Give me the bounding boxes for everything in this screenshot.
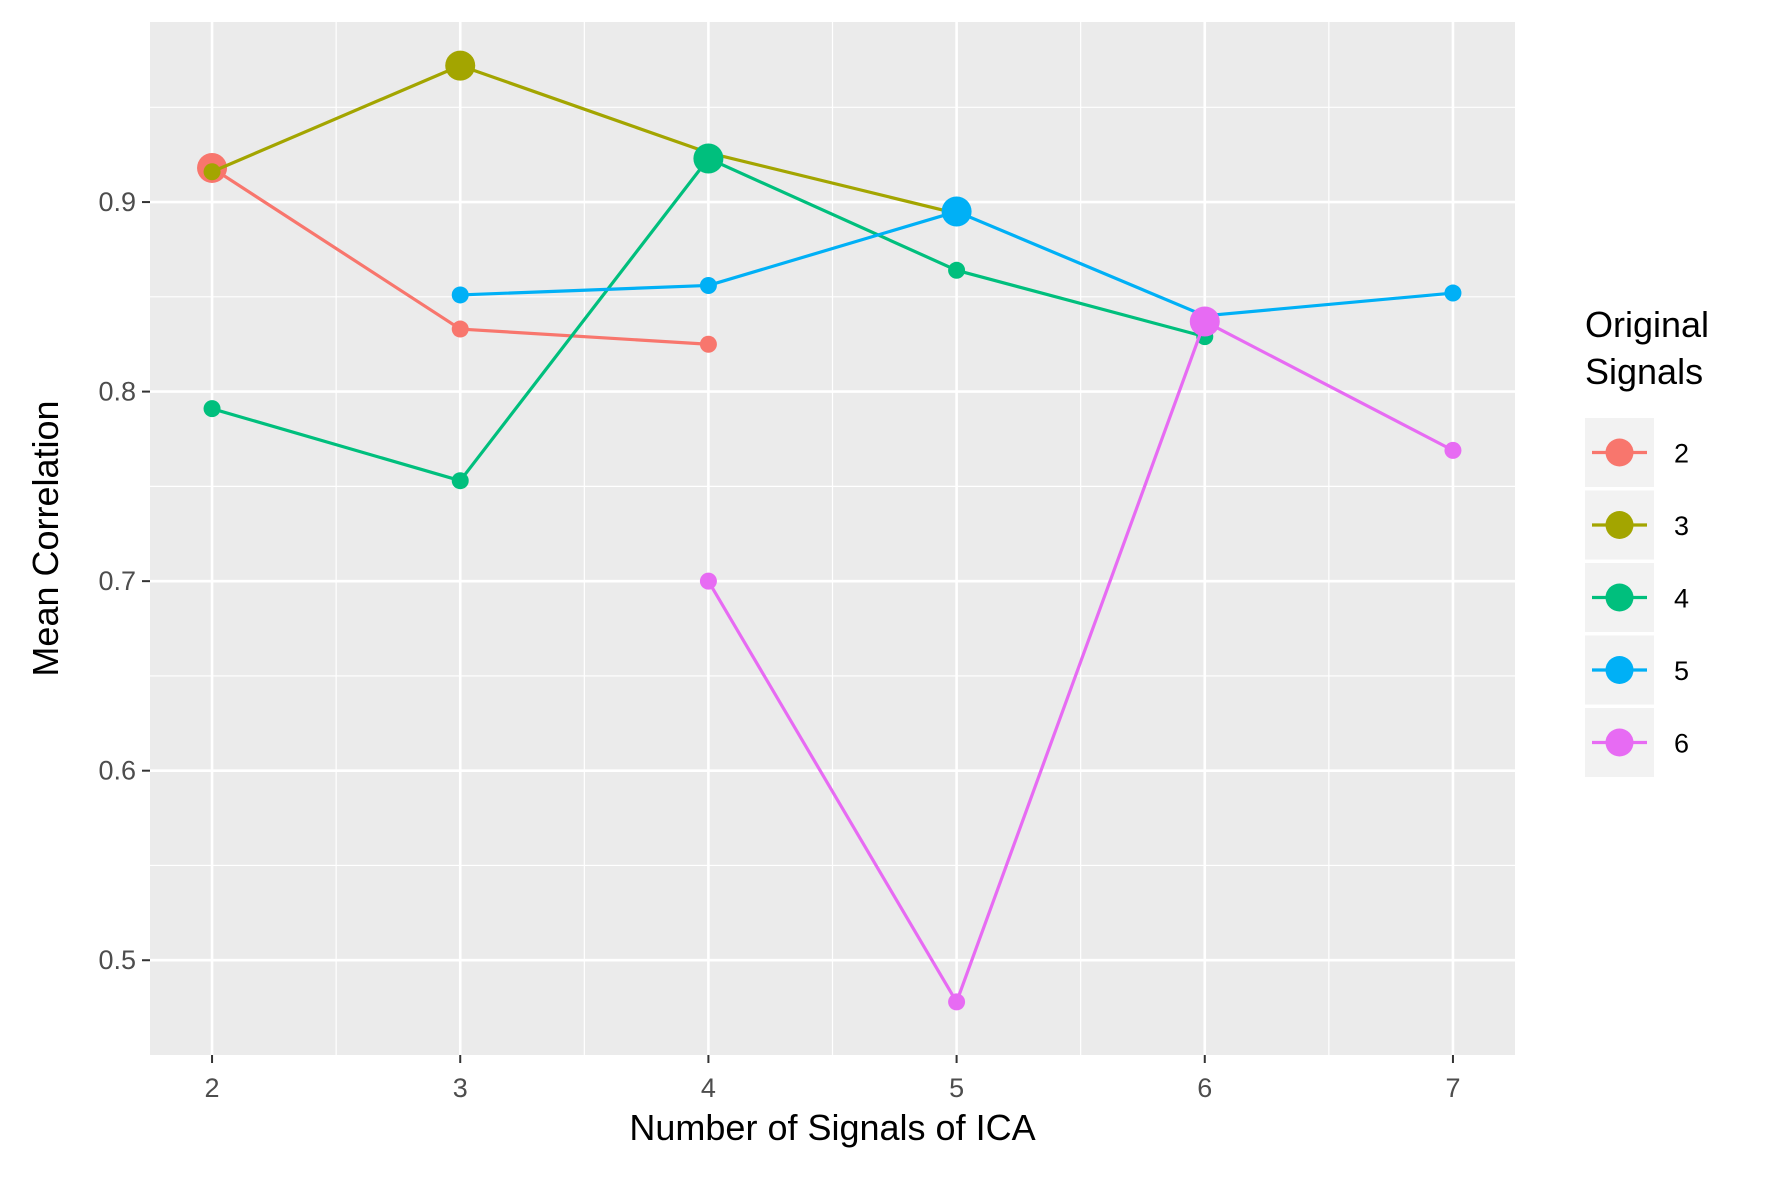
major-gridlines — [150, 22, 1515, 1055]
legend-key-5: 5 — [1585, 635, 1689, 705]
x-tick-label: 6 — [1197, 1073, 1212, 1103]
legend-label: 5 — [1674, 656, 1689, 686]
x-axis: 2 3 4 5 6 7 — [205, 1055, 1460, 1103]
data-point — [699, 276, 717, 294]
legend-key-point — [1605, 656, 1634, 684]
legend: Original Signals 2 3 4 5 6 — [1585, 304, 1709, 777]
y-tick-label: 0.8 — [98, 377, 136, 407]
x-tick-label: 4 — [701, 1073, 716, 1103]
y-tick-label: 0.6 — [98, 756, 136, 786]
data-point — [203, 400, 221, 418]
legend-label: 2 — [1674, 439, 1689, 469]
legend-keys: 2 3 4 5 6 — [1585, 418, 1689, 777]
x-tick-label: 3 — [453, 1073, 468, 1103]
data-point — [451, 472, 469, 490]
legend-title-line1: Original — [1585, 304, 1709, 345]
legend-label: 6 — [1674, 729, 1689, 759]
legend-key-2: 2 — [1585, 418, 1689, 487]
y-tick-label: 0.5 — [98, 945, 136, 975]
data-point — [699, 335, 717, 353]
legend-key-point — [1605, 583, 1634, 612]
data-point — [941, 196, 972, 227]
series-layer — [197, 50, 1462, 1011]
y-tick-label: 0.7 — [98, 566, 136, 596]
x-tick-label: 5 — [949, 1073, 964, 1103]
series-line-3 — [211, 63, 957, 215]
minor-gridlines — [150, 22, 1515, 1055]
data-point — [203, 163, 221, 181]
legend-title-line2: Signals — [1585, 351, 1703, 392]
data-point — [451, 286, 469, 304]
x-tick-label: 7 — [1445, 1073, 1460, 1103]
series-6 — [699, 306, 1462, 1011]
x-tick-label: 2 — [205, 1073, 220, 1103]
series-4 — [203, 143, 1214, 490]
series-line-6 — [707, 319, 1454, 1004]
legend-key-point — [1605, 511, 1634, 539]
data-point — [699, 572, 717, 590]
legend-label: 3 — [1674, 511, 1689, 541]
y-axis-title: Mean Correlation — [25, 400, 66, 676]
y-tick-label: 0.9 — [98, 187, 136, 217]
data-point — [451, 320, 469, 338]
data-point — [445, 50, 476, 81]
x-axis-title: Number of Signals of ICA — [629, 1107, 1035, 1148]
data-point — [1444, 441, 1462, 459]
legend-key-point — [1605, 728, 1634, 757]
data-point — [1444, 284, 1462, 302]
data-point — [948, 261, 966, 279]
data-point — [1189, 306, 1220, 337]
legend-key-6: 6 — [1585, 708, 1689, 777]
data-point — [948, 993, 966, 1011]
legend-key-point — [1605, 438, 1634, 467]
legend-label: 4 — [1674, 584, 1689, 614]
legend-key-3: 3 — [1585, 490, 1689, 560]
legend-key-4: 4 — [1585, 563, 1689, 632]
data-point — [693, 143, 724, 174]
y-axis: 0.5 0.6 0.7 0.8 0.9 — [98, 187, 150, 975]
